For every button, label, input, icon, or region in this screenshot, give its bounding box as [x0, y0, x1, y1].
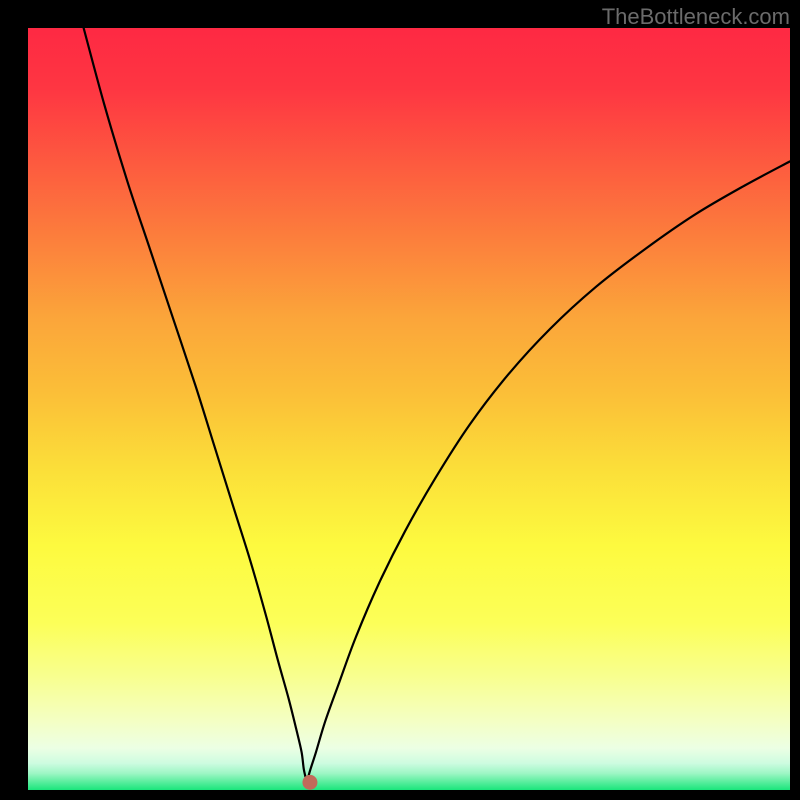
plot-background — [28, 28, 790, 790]
chart-container: TheBottleneck.com — [0, 0, 800, 800]
watermark-text: TheBottleneck.com — [602, 4, 790, 30]
optimal-point-marker — [302, 775, 317, 790]
chart-svg — [0, 0, 800, 800]
